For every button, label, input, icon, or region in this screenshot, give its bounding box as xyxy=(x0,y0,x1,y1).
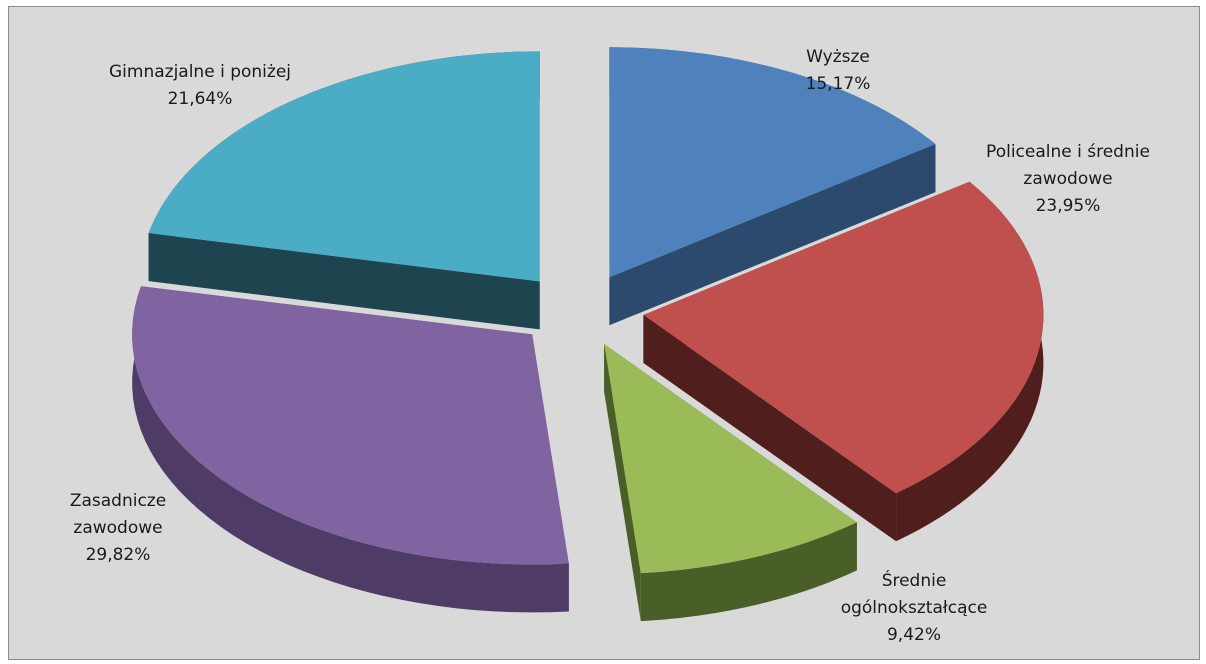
data-label: Wyższe 15,17% xyxy=(806,47,871,94)
slice-side-wall xyxy=(609,144,936,326)
data-label-line: 21,64% xyxy=(168,89,233,109)
slice-side-wall xyxy=(604,344,641,622)
slice-tops xyxy=(132,47,1044,574)
data-label: Gimnazjalne i poniżej 21,64% xyxy=(109,62,291,109)
slice-outer-wall xyxy=(896,181,1044,542)
data-label-line: zawodowe xyxy=(1023,169,1112,189)
data-label-line: 9,42% xyxy=(887,625,941,645)
slice-labels: Wyższe 15,17% Policealne i średnie zawodowe… xyxy=(70,47,1150,645)
slice-outer-wall xyxy=(132,286,569,613)
data-label: Zasadnicze zawodowe 29,82% xyxy=(70,491,166,565)
data-label-line: ogólnokształcące xyxy=(841,598,988,618)
data-label: Policealne i średnie zawodowe 23,95% xyxy=(986,142,1150,216)
data-label-line: Policealne i średnie xyxy=(986,142,1150,162)
slice-side-wall xyxy=(148,233,540,330)
data-label-line: 29,82% xyxy=(86,545,151,565)
pie-slice xyxy=(609,47,936,278)
data-label-line: 15,17% xyxy=(806,74,871,94)
data-label-line: Średnie xyxy=(882,569,947,591)
data-label-line: 23,95% xyxy=(1036,196,1101,216)
data-label-line: Zasadnicze xyxy=(70,491,166,511)
slice-side-wall xyxy=(643,314,897,542)
data-label: Średnie ogólnokształcące 9,42% xyxy=(841,569,988,645)
data-label-line: Gimnazjalne i poniżej xyxy=(109,62,291,82)
pie-slice xyxy=(148,51,540,282)
pie-slice xyxy=(604,344,857,574)
pie-slice xyxy=(643,181,1044,494)
slice-outer-wall xyxy=(640,522,857,622)
data-label-line: Wyższe xyxy=(806,47,870,67)
data-label-line: zawodowe xyxy=(73,518,162,538)
pie-slice xyxy=(132,286,569,565)
